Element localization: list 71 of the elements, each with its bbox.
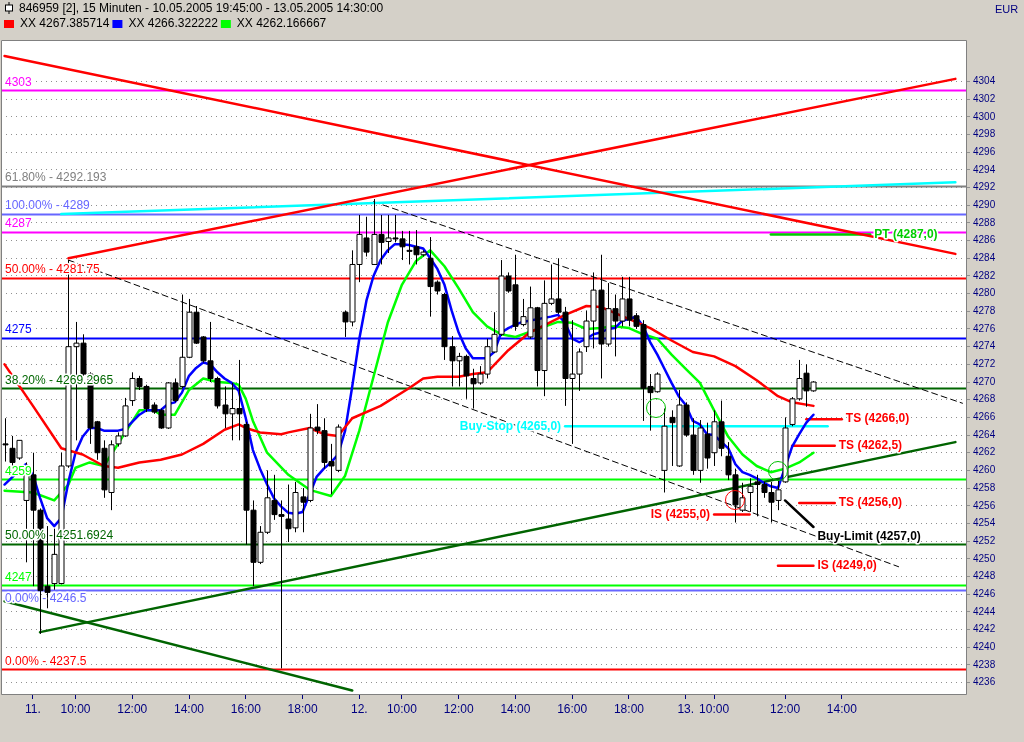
y-tick-label: 4278 [973,305,996,317]
ref-line-label: 4275 [5,322,33,337]
series-label: TS (4256,0) [838,495,903,510]
y-tick-label: 4302 [973,92,996,104]
x-tick-label: 10:00 [60,701,91,716]
series-label: IS (4255,0) [650,506,711,521]
y-tick-label: 4274 [973,340,996,352]
x-tick-label: 12:00 [117,701,148,716]
x-tick-label: 18:00 [613,701,645,716]
y-tick-label: 4270 [973,375,996,387]
y-tick-label: 4266 [973,411,996,423]
y-tick-label: 4272 [973,358,996,370]
x-tick-label: 16:00 [230,701,262,716]
x-tick-label: 10:00 [386,701,418,716]
x-tick-label: 10:00 [699,701,730,716]
y-tick-label: 4296 [973,145,996,157]
series-label: IS (4249,0) [817,558,877,573]
y-tick-label: 4240 [973,640,996,652]
ref-line-label: 4287 [5,216,33,231]
x-tick-label: 16:00 [557,701,588,716]
series-label: Buy-Limit (4257,0) [817,529,921,544]
y-tick-label: 4294 [973,163,996,175]
annotation: 100.00% - 4289 [5,198,91,213]
ref-line-label: 4247 [5,569,33,584]
y-tick-label: 4260 [973,464,996,476]
y-tick-label: 4236 [973,676,996,688]
series-label: TS (4266,0) [845,411,910,426]
x-tick-label: 11. [25,701,41,716]
y-tick-label: 4286 [973,234,996,246]
y-tick-label: 4248 [973,570,996,582]
chart-title: 846959 [2], 15 Minuten - 10.05.2005 19:45:00 - 13.05.2005 14:30:00 [19,1,384,15]
x-tick-label: 13. [677,701,695,716]
y-tick-label: 4292 [973,181,996,193]
y-tick-label: 4250 [973,552,996,564]
y-tick-label: 4244 [973,605,996,617]
y-tick-label: 4252 [973,534,996,546]
y-tick-label: 4288 [973,216,996,228]
annotation: 0.00% - 4237.5 [5,653,87,668]
y-tick-label: 4262 [973,446,996,458]
y-tick-label: 4290 [973,199,996,211]
y-tick-label: 4268 [973,393,996,405]
series-label: TS (4262,5) [838,437,903,452]
y-tick-label: 4254 [973,517,996,529]
y-tick-label: 4284 [973,252,996,264]
y-tick-label: 4280 [973,287,996,299]
y-tick-label: 4238 [973,658,996,670]
x-tick-label: 14:00 [500,701,531,716]
x-tick-label: 14:00 [826,701,858,716]
y-tick-label: 4298 [973,128,996,140]
x-tick-label: 18:00 [287,701,318,716]
y-axis-title: EUR [995,3,1019,15]
series-label: Buy-Stop (4265,0) [459,418,562,433]
x-tick-label: 12. [350,701,368,716]
x-tick-label: 14:00 [174,701,205,716]
y-tick-label: 4242 [973,623,996,635]
legend-label: XX 4267.385714 [20,16,110,31]
legend-label: XX 4266.322222 [128,16,219,31]
x-tick-label: 12:00 [443,701,475,716]
annotation: 0.00% - 4246.5 [5,591,87,606]
annotation: 61.80% - 4292.193 [5,170,107,185]
legend-label: XX 4262.166667 [236,16,327,31]
ref-line-label: 4303 [5,74,33,89]
y-tick-label: 4304 [973,75,996,87]
x-tick-label: 12:00 [770,701,801,716]
y-tick-label: 4282 [973,269,996,281]
y-tick-label: 4276 [973,322,996,334]
y-tick-label: 4300 [973,110,996,122]
y-tick-label: 4258 [973,481,996,493]
y-tick-label: 4264 [973,428,996,440]
y-tick-label: 4246 [973,587,996,599]
y-tick-label: 4256 [973,499,996,511]
